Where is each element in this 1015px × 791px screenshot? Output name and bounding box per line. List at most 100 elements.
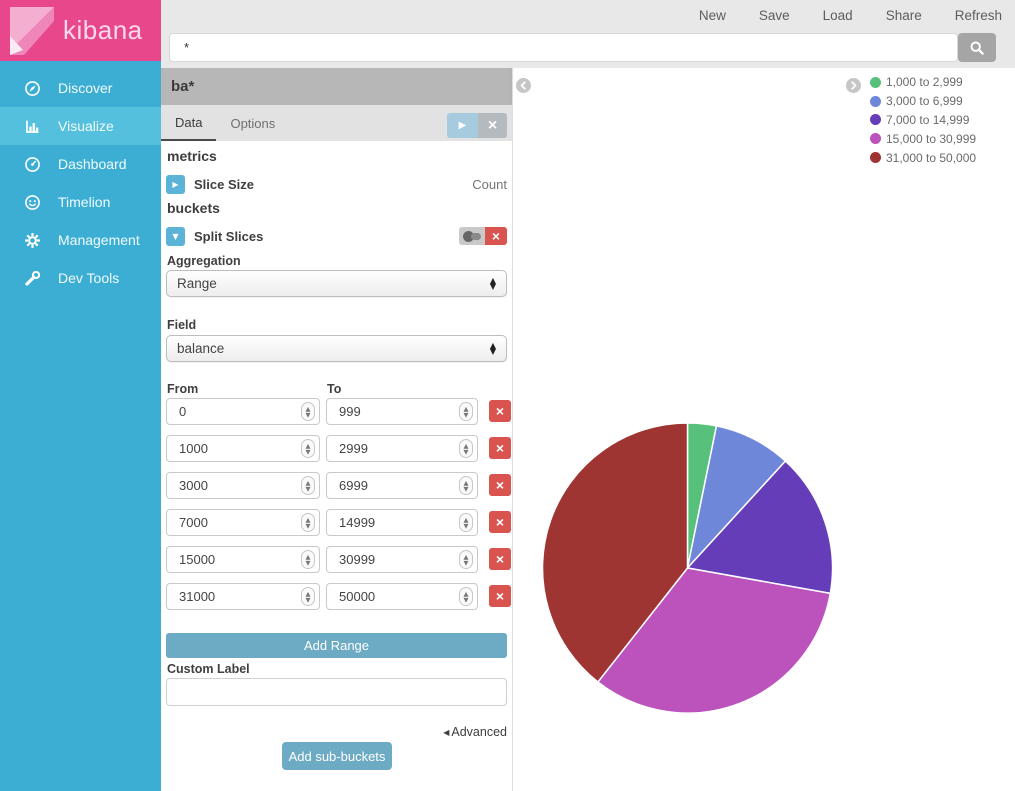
slice-size-row: Slice Size Count <box>166 173 507 195</box>
range-from-input[interactable] <box>166 435 320 462</box>
bar-chart-icon <box>24 118 41 135</box>
query-input[interactable] <box>169 33 958 62</box>
topnav-load[interactable]: Load <box>822 7 853 23</box>
wrench-icon <box>24 270 41 287</box>
sidebar-item-label: Management <box>58 232 140 248</box>
remove-range-button[interactable]: × <box>489 548 511 570</box>
split-slices-label: Split Slices <box>194 228 264 244</box>
number-spinner-icon[interactable]: ▲ ▼ <box>459 439 473 458</box>
chevron-right-circle-icon <box>846 78 861 93</box>
range-to-input[interactable] <box>326 583 478 610</box>
range-row: ▲▼ ▲▼ × <box>166 546 512 573</box>
collapse-split-slices-button[interactable] <box>166 226 185 246</box>
search-button[interactable] <box>958 33 996 62</box>
number-spinner-icon[interactable]: ▲ ▼ <box>459 402 473 421</box>
kibana-logo[interactable]: kibana <box>0 0 161 61</box>
number-spinner-icon[interactable]: ▲ ▼ <box>301 402 315 421</box>
sidebar-item-management[interactable]: Management <box>0 221 161 259</box>
sidebar-item-dev-tools[interactable]: Dev Tools <box>0 259 161 297</box>
legend-item[interactable]: 7,000 to 14,999 <box>870 111 976 130</box>
triangle-left-icon: ◀ <box>443 727 450 737</box>
range-to-input[interactable] <box>326 398 478 425</box>
split-slices-row: Split Slices × <box>166 225 507 247</box>
panel-scrollbar[interactable] <box>509 70 512 104</box>
number-spinner-icon[interactable]: ▲ ▼ <box>301 587 315 606</box>
topnav-share[interactable]: Share <box>885 7 922 23</box>
range-from-wrap: ▲▼ <box>166 435 320 462</box>
tab-data[interactable]: Data <box>161 105 217 141</box>
sidebar-item-discover[interactable]: Discover <box>0 69 161 107</box>
remove-range-button[interactable]: × <box>489 474 511 496</box>
number-spinner-icon[interactable]: ▲ ▼ <box>459 550 473 569</box>
range-row: ▲▼ ▲▼ × <box>166 472 512 499</box>
range-to-wrap: ▲▼ <box>326 472 478 499</box>
number-spinner-icon[interactable]: ▲ ▼ <box>301 476 315 495</box>
topnav-refresh[interactable]: Refresh <box>954 7 1002 23</box>
range-row: ▲▼ ▲▼ × <box>166 398 512 425</box>
range-from-input[interactable] <box>166 546 320 573</box>
remove-split-slices-button[interactable]: × <box>485 227 507 245</box>
expand-slice-size-button[interactable] <box>166 174 185 194</box>
aggregation-select-value: Range <box>177 276 217 291</box>
pie-slice[interactable] <box>541 422 689 684</box>
legend-item[interactable]: 15,000 to 30,999 <box>870 129 976 148</box>
sidebar-item-label: Dev Tools <box>58 270 120 286</box>
add-range-button[interactable]: Add Range <box>166 633 507 658</box>
add-sub-buckets-button[interactable]: Add sub-buckets <box>282 742 392 770</box>
range-from-input[interactable] <box>166 509 320 536</box>
legend-item[interactable]: 31,000 to 50,000 <box>870 148 976 167</box>
advanced-label: Advanced <box>451 725 507 739</box>
sidebar-item-visualize[interactable]: Visualize <box>0 107 161 145</box>
field-select[interactable]: balance ▲ ▼ <box>166 335 507 362</box>
aggregation-select[interactable]: Range ▲ ▼ <box>166 270 507 297</box>
collapse-legend-button[interactable] <box>846 78 861 93</box>
pie-slice[interactable] <box>686 460 834 595</box>
topnav-save[interactable]: Save <box>758 7 790 23</box>
dashboard-icon <box>24 156 41 173</box>
sidebar-item-dashboard[interactable]: Dashboard <box>0 145 161 183</box>
sidebar-item-timelion[interactable]: Timelion <box>0 183 161 221</box>
apply-changes-button[interactable] <box>447 113 478 138</box>
select-arrows-icon: ▲ ▼ <box>489 340 496 356</box>
remove-range-button[interactable]: × <box>489 437 511 459</box>
remove-range-button[interactable]: × <box>489 511 511 533</box>
advanced-link[interactable]: ◀ Advanced <box>443 725 507 739</box>
pie-slice[interactable] <box>596 567 832 714</box>
sidebar-item-label: Discover <box>58 80 113 96</box>
range-from-wrap: ▲▼ <box>166 472 320 499</box>
remove-range-button[interactable]: × <box>489 400 511 422</box>
custom-label-input[interactable] <box>166 678 507 706</box>
disable-aggregation-toggle[interactable] <box>459 227 485 245</box>
collapse-panel-button[interactable] <box>516 78 531 93</box>
select-arrows-icon: ▲ ▼ <box>489 275 496 291</box>
aggregation-label: Aggregation <box>167 254 241 268</box>
range-to-input[interactable] <box>326 509 478 536</box>
number-spinner-icon[interactable]: ▲ ▼ <box>459 476 473 495</box>
legend-item[interactable]: 1,000 to 2,999 <box>870 73 976 92</box>
number-spinner-icon[interactable]: ▲ ▼ <box>301 439 315 458</box>
range-from-wrap: ▲▼ <box>166 546 320 573</box>
number-spinner-icon[interactable]: ▲ ▼ <box>459 513 473 532</box>
remove-range-button[interactable]: × <box>489 585 511 607</box>
legend-swatch <box>870 114 881 126</box>
range-from-input[interactable] <box>166 583 320 610</box>
number-spinner-icon[interactable]: ▲ ▼ <box>301 513 315 532</box>
tab-options[interactable]: Options <box>230 115 276 131</box>
discard-changes-button[interactable] <box>478 113 507 138</box>
range-from-input[interactable] <box>166 398 320 425</box>
to-label: To <box>327 382 342 396</box>
legend-item[interactable]: 3,000 to 6,999 <box>870 92 976 111</box>
range-to-input[interactable] <box>326 546 478 573</box>
range-to-input[interactable] <box>326 435 478 462</box>
number-spinner-icon[interactable]: ▲ ▼ <box>459 587 473 606</box>
topnav-new[interactable]: New <box>698 7 726 23</box>
field-select-value: balance <box>177 341 225 356</box>
sidebar-item-label: Dashboard <box>58 156 127 172</box>
range-to-input[interactable] <box>326 472 478 499</box>
number-spinner-icon[interactable]: ▲ ▼ <box>301 550 315 569</box>
visualization-config-panel: ba* Data Options metrics Slice Size Coun… <box>161 68 512 791</box>
chart-legend: 1,000 to 2,999 3,000 to 6,999 7,000 to 14,… <box>870 73 976 167</box>
topnav: New Save Load Share Refresh <box>699 0 1015 30</box>
range-from-input[interactable] <box>166 472 320 499</box>
